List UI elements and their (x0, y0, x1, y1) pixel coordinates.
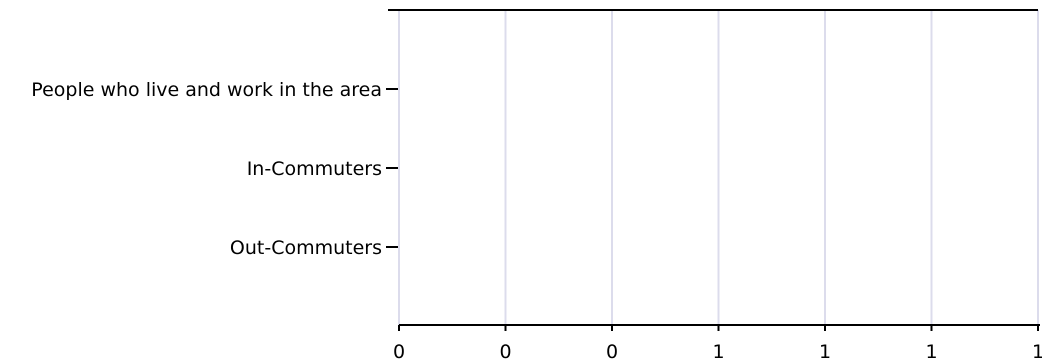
y-tick-label: In-Commuters (247, 158, 382, 180)
x-tick-label: 1 (925, 341, 937, 360)
axes (388, 9, 1040, 326)
gridlines (398, 10, 1039, 325)
x-axis-ticks: 0 0 0 1 1 1 1 (393, 325, 1042, 360)
x-tick-label: 0 (393, 341, 405, 360)
x-tick-label: 1 (712, 341, 724, 360)
x-tick-label: 1 (819, 341, 831, 360)
y-tick-label: People who live and work in the area (31, 79, 382, 101)
x-tick-label: 0 (499, 341, 511, 360)
x-tick-label: 1 (1032, 341, 1042, 360)
y-axis-ticks: People who live and work in the area In-C… (31, 79, 398, 259)
y-tick-label: Out-Commuters (230, 237, 382, 259)
x-tick-label: 0 (606, 341, 618, 360)
